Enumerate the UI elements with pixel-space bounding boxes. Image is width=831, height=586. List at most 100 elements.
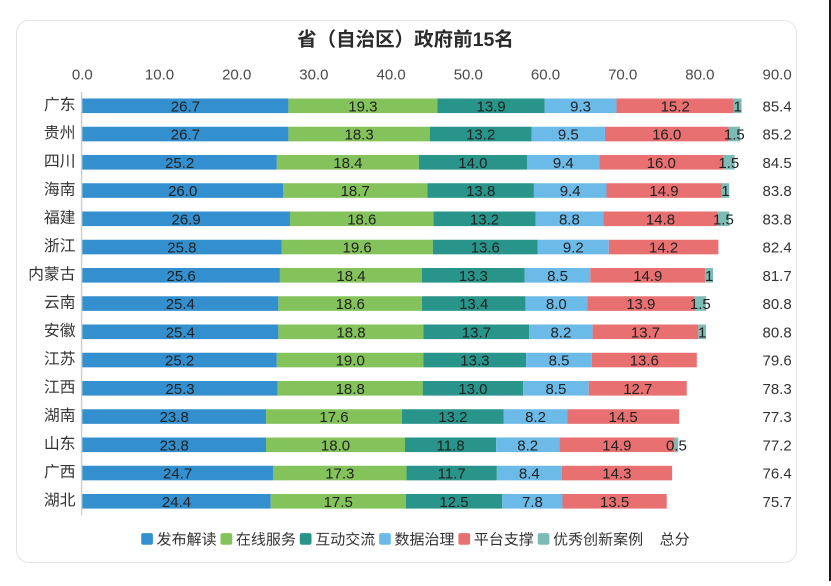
svg-text:75.7: 75.7 [763,494,792,511]
svg-text:13.2: 13.2 [438,409,467,426]
svg-text:90.0: 90.0 [762,66,791,83]
svg-text:78.3: 78.3 [763,381,792,398]
svg-text:50.0: 50.0 [454,66,483,83]
svg-text:8.2: 8.2 [525,409,546,426]
svg-text:13.6: 13.6 [471,240,500,257]
svg-text:10.0: 10.0 [145,66,174,83]
svg-text:8.5: 8.5 [549,353,570,370]
svg-text:17.6: 17.6 [319,409,348,426]
svg-text:17.5: 17.5 [324,494,353,511]
svg-text:26.0: 26.0 [168,183,197,200]
svg-text:18.4: 18.4 [333,155,362,172]
svg-text:25.8: 25.8 [167,240,196,257]
svg-text:17.3: 17.3 [325,466,354,483]
svg-text:25.2: 25.2 [165,155,194,172]
svg-text:9.3: 9.3 [570,98,591,115]
svg-text:20.0: 20.0 [222,66,251,83]
svg-text:14.5: 14.5 [608,409,637,426]
svg-text:13.4: 13.4 [459,296,488,313]
svg-text:8.2: 8.2 [550,324,571,341]
svg-text:14.8: 14.8 [646,211,675,228]
svg-text:8.2: 8.2 [517,437,538,454]
svg-text:25.4: 25.4 [166,324,195,341]
svg-text:18.6: 18.6 [347,211,376,228]
svg-text:14.9: 14.9 [633,268,662,285]
svg-text:9.4: 9.4 [560,183,581,200]
svg-text:19.3: 19.3 [348,98,377,115]
svg-text:11.7: 11.7 [438,466,466,483]
svg-text:14.9: 14.9 [649,183,678,200]
svg-text:18.8: 18.8 [336,381,365,398]
svg-text:26.7: 26.7 [171,127,200,144]
svg-text:15: 15 [473,29,495,51]
svg-text:1: 1 [705,268,713,285]
svg-text:26.7: 26.7 [171,98,200,115]
svg-text:12.5: 12.5 [439,494,468,511]
svg-text:25.3: 25.3 [165,381,194,398]
svg-text:76.4: 76.4 [763,466,792,483]
svg-text:13.9: 13.9 [476,98,505,115]
svg-text:84.5: 84.5 [763,155,792,172]
svg-text:40.0: 40.0 [376,66,405,83]
svg-text:1.5: 1.5 [718,155,739,172]
svg-text:25.6: 25.6 [166,268,195,285]
svg-text:18.8: 18.8 [336,324,365,341]
svg-text:13.7: 13.7 [462,324,491,341]
svg-text:83.8: 83.8 [763,183,792,200]
svg-text:7.8: 7.8 [522,494,543,511]
svg-text:13.9: 13.9 [626,296,655,313]
svg-text:24.4: 24.4 [162,494,191,511]
svg-text:25.2: 25.2 [165,353,194,370]
svg-text:9.2: 9.2 [563,240,584,257]
svg-text:16.0: 16.0 [652,127,681,144]
svg-text:0.0: 0.0 [72,66,93,83]
svg-text:1: 1 [721,183,729,200]
svg-text:13.6: 13.6 [630,353,659,370]
svg-text:30.0: 30.0 [299,66,328,83]
svg-text:19.6: 19.6 [342,240,371,257]
svg-text:79.6: 79.6 [763,353,792,370]
svg-text:14.2: 14.2 [649,240,678,257]
svg-text:80.0: 80.0 [685,66,714,83]
svg-text:13.8: 13.8 [466,183,495,200]
svg-text:9.5: 9.5 [558,127,579,144]
svg-text:15.2: 15.2 [661,98,690,115]
svg-text:13.7: 13.7 [631,324,660,341]
svg-text:24.7: 24.7 [163,466,192,483]
svg-text:1: 1 [734,98,742,115]
svg-text:8.5: 8.5 [547,268,568,285]
svg-text:25.4: 25.4 [166,296,195,313]
svg-text:8.5: 8.5 [545,381,566,398]
svg-text:12.7: 12.7 [623,381,652,398]
svg-text:18.0: 18.0 [321,437,350,454]
svg-text:81.7: 81.7 [763,268,792,285]
svg-text:0.5: 0.5 [666,437,687,454]
svg-text:1.5: 1.5 [690,296,711,313]
svg-text:80.8: 80.8 [763,296,792,313]
svg-text:1.5: 1.5 [713,211,734,228]
svg-text:13.2: 13.2 [470,211,499,228]
svg-text:80.8: 80.8 [763,324,792,341]
svg-text:11.8: 11.8 [436,437,464,454]
svg-text:9.4: 9.4 [553,155,574,172]
svg-text:8.4: 8.4 [519,466,540,483]
svg-text:13.2: 13.2 [466,127,495,144]
svg-text:85.2: 85.2 [763,127,792,144]
svg-text:8.8: 8.8 [559,211,580,228]
svg-text:16.0: 16.0 [647,155,676,172]
svg-text:18.6: 18.6 [336,296,365,313]
svg-text:82.4: 82.4 [763,240,792,257]
svg-text:13.3: 13.3 [460,353,489,370]
svg-text:77.2: 77.2 [763,437,792,454]
svg-text:1.5: 1.5 [724,127,745,144]
svg-text:23.8: 23.8 [160,437,189,454]
svg-text:18.7: 18.7 [341,183,370,200]
svg-text:26.9: 26.9 [171,211,200,228]
svg-text:13.5: 13.5 [600,494,629,511]
svg-text:83.8: 83.8 [763,211,792,228]
svg-text:14.0: 14.0 [458,155,487,172]
svg-text:60.0: 60.0 [531,66,560,83]
svg-text:14.9: 14.9 [602,437,631,454]
svg-text:77.3: 77.3 [763,409,792,426]
svg-text:1: 1 [698,324,706,341]
